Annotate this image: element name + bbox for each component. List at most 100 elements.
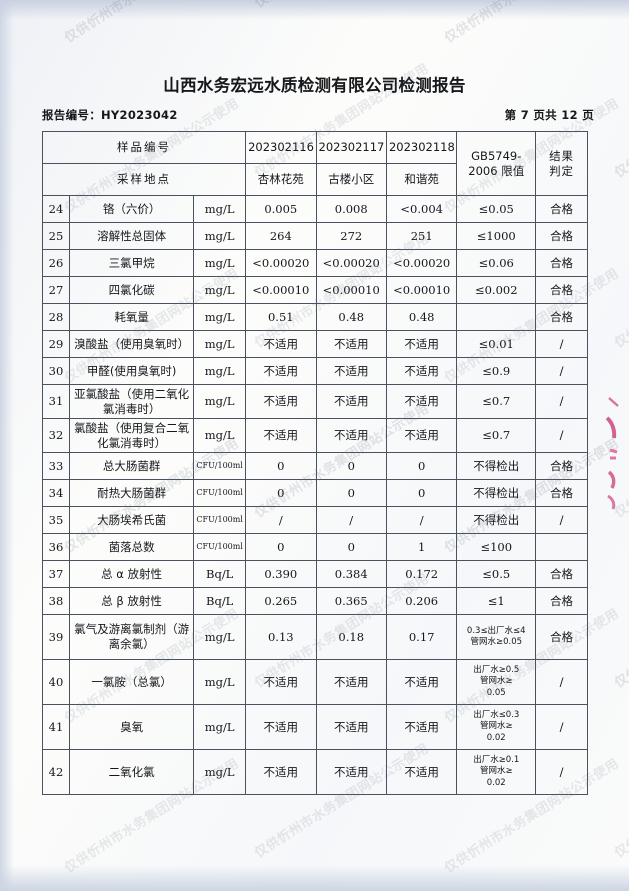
table-row: 40 一氯胺（总氯） mg/L 不适用 不适用 不适用 出厂水≥0.5 管网水≥ 0.05/: [42, 659, 588, 705]
row-limit-value: ≤0.9: [456, 357, 537, 385]
table-row: 29 溴酸盐（使用臭氧时） mg/L 不适用 不适用 不适用 ≤0.01/: [42, 330, 588, 358]
row-sample-3-value: <0.004: [385, 195, 458, 223]
row-unit: mg/L: [193, 704, 247, 750]
row-unit: mg/L: [193, 303, 247, 331]
row-limit-value: ≤0.7: [456, 384, 537, 419]
row-number: 35: [42, 506, 70, 534]
row-limit-value: ≤100: [456, 533, 537, 561]
row-sample-3-value: 不适用: [385, 384, 458, 419]
table-row: 26 三氯甲烷 mg/L <0.00020 <0.00020 <0.00020 ≤0.06 合…: [42, 249, 588, 277]
row-sample-3-value: 不适用: [385, 418, 458, 453]
row-item-name: 亚氯酸盐（使用二氧化氯消毒时）: [68, 384, 195, 419]
table-row: 31 亚氯酸盐（使用二氧化氯消毒时） mg/L 不适用 不适用 不适用 ≤0.7/: [42, 384, 588, 419]
row-sample-1-value: 不适用: [245, 330, 317, 358]
row-sample-1-value: 264: [245, 222, 317, 250]
row-sample-2-value: 不适用: [315, 749, 387, 795]
table-header-row-sample-no: 样品编号 202302116 202302117 202302118 GB574…: [41, 131, 588, 196]
header-sample-no-1: 202302116: [245, 131, 317, 164]
row-result-value: 合格: [535, 222, 588, 250]
red-stamp-fragment: [605, 397, 619, 510]
header-sample-site-3: 和谐苑: [385, 163, 458, 196]
row-sample-3-value: 0: [385, 452, 458, 480]
row-number: 39: [42, 614, 70, 660]
watermark-text: 仅供忻州市水务集团网站公示使用: [612, 741, 629, 862]
watermark-text: 仅供忻州市水务集团网站公示使用: [612, 401, 629, 522]
page-title: 山西水务宏远水质检测有限公司检测报告: [163, 76, 466, 95]
limit-line: 管网水≥0.05: [470, 637, 523, 647]
row-unit: mg/L: [193, 330, 247, 358]
limit-line: 出厂水≥0.5: [473, 664, 520, 675]
table-row: 25 溶解性总固体 mg/L 264 272 251 ≤1000 合格: [42, 222, 588, 250]
watermark-text: 仅供忻州市水务集团网站公示使用: [612, 571, 629, 692]
row-limit-value: ≤0.7: [456, 418, 537, 453]
row-unit: mg/L: [193, 249, 247, 277]
limit-line: 0.02: [486, 732, 506, 743]
limit-line: 出厂水≥0.1: [473, 754, 520, 765]
row-result-value: 合格: [535, 479, 588, 507]
row-sample-2-value: <0.00020: [315, 249, 387, 277]
limit-line: 出厂水≤0.3: [473, 709, 520, 720]
row-limit-value: ≤1000: [456, 222, 537, 250]
row-sample-2-value: 不适用: [315, 659, 387, 705]
row-number: 26: [42, 249, 70, 277]
row-sample-2-value: 不适用: [315, 418, 387, 453]
header-limit-label: GB5749- 2006 限值: [456, 131, 537, 196]
row-unit: mg/L: [193, 659, 247, 705]
header-sample-no-2: 202302117: [315, 131, 387, 164]
row-item-name: 溶解性总固体: [68, 222, 195, 250]
row-unit: CFU/100ml: [193, 533, 247, 561]
row-item-name: 四氯化碳: [68, 276, 195, 304]
row-number: 33: [42, 452, 70, 480]
row-sample-1-value: 0: [245, 533, 317, 561]
row-result-value: 合格: [535, 276, 588, 304]
table-row: 27 四氯化碳 mg/L <0.00010 <0.00010 <0.00010 ≤0.002…: [42, 276, 588, 304]
table-row: 38 总 β 放射性 Bq/L 0.265 0.365 0.206 ≤1 合格: [42, 587, 588, 615]
row-number: 40: [42, 659, 70, 705]
row-sample-3-value: 0.48: [385, 303, 458, 331]
row-sample-1-value: <0.00020: [245, 249, 317, 277]
limit-line: 管网水≥: [479, 676, 513, 687]
table-body: 样品编号 202302116 202302117 202302118 GB574…: [41, 131, 588, 795]
row-sample-2-value: 0.365: [315, 587, 387, 615]
paper-edge-bottom: [0, 865, 629, 891]
row-result-value: /: [535, 330, 588, 358]
row-sample-3-value: 不适用: [385, 330, 458, 358]
row-item-name: 甲醛(使用臭氧时): [68, 357, 195, 385]
header-sample-no-3: 202302118: [385, 131, 458, 164]
row-sample-1-value: 0.51: [245, 303, 317, 331]
limit-line: 管网水≥: [479, 721, 513, 732]
row-sample-3-value: 不适用: [385, 659, 458, 705]
row-result-value: /: [535, 749, 588, 795]
report-meta-row: 报告编号：HY2023042 第 7 页共 12 页: [42, 107, 594, 123]
row-sample-1-value: /: [245, 506, 317, 534]
table-row: 24 铬（六价） mg/L 0.005 0.008 <0.004 ≤0.05 合格: [42, 195, 588, 223]
row-sample-1-value: 不适用: [245, 384, 317, 419]
header-limit-line1: GB5749-: [471, 149, 522, 164]
row-unit: CFU/100ml: [193, 506, 247, 534]
row-number: 42: [42, 749, 70, 795]
row-result-value: /: [535, 506, 588, 534]
header-result-label: 结果 判定: [535, 131, 588, 196]
watermark-text: 仅供忻州市水务集团网站公示使用: [60, 0, 242, 46]
row-sample-3-value: 0.172: [385, 560, 458, 588]
row-sample-2-value: 0: [315, 452, 387, 480]
row-unit: mg/L: [193, 749, 247, 795]
row-limit-value: 出厂水≤0.3 管网水≥ 0.02: [456, 704, 537, 750]
row-result-value: 合格: [535, 587, 588, 615]
row-limit-value: 出厂水≥0.1 管网水≥ 0.02: [456, 749, 537, 795]
paper-edge-top: [0, 0, 629, 20]
row-unit: mg/L: [193, 357, 247, 385]
table-row: 34 耐热大肠菌群 CFU/100ml 0 0 0 不得检出 合格: [42, 479, 588, 507]
row-result-value: /: [535, 418, 588, 453]
row-item-name: 氯气及游离氯制剂（游离余氯）: [68, 614, 195, 660]
row-result-value: 合格: [535, 303, 588, 331]
row-sample-1-value: 不适用: [245, 659, 317, 705]
row-item-name: 二氧化氯: [68, 749, 195, 795]
row-number: 27: [42, 276, 70, 304]
row-sample-3-value: 不适用: [385, 749, 458, 795]
row-sample-3-value: 不适用: [385, 704, 458, 750]
row-number: 28: [42, 303, 70, 331]
row-sample-2-value: /: [315, 506, 387, 534]
header-limit-line2: 2006 限值: [468, 163, 525, 178]
row-number: 37: [42, 560, 70, 588]
